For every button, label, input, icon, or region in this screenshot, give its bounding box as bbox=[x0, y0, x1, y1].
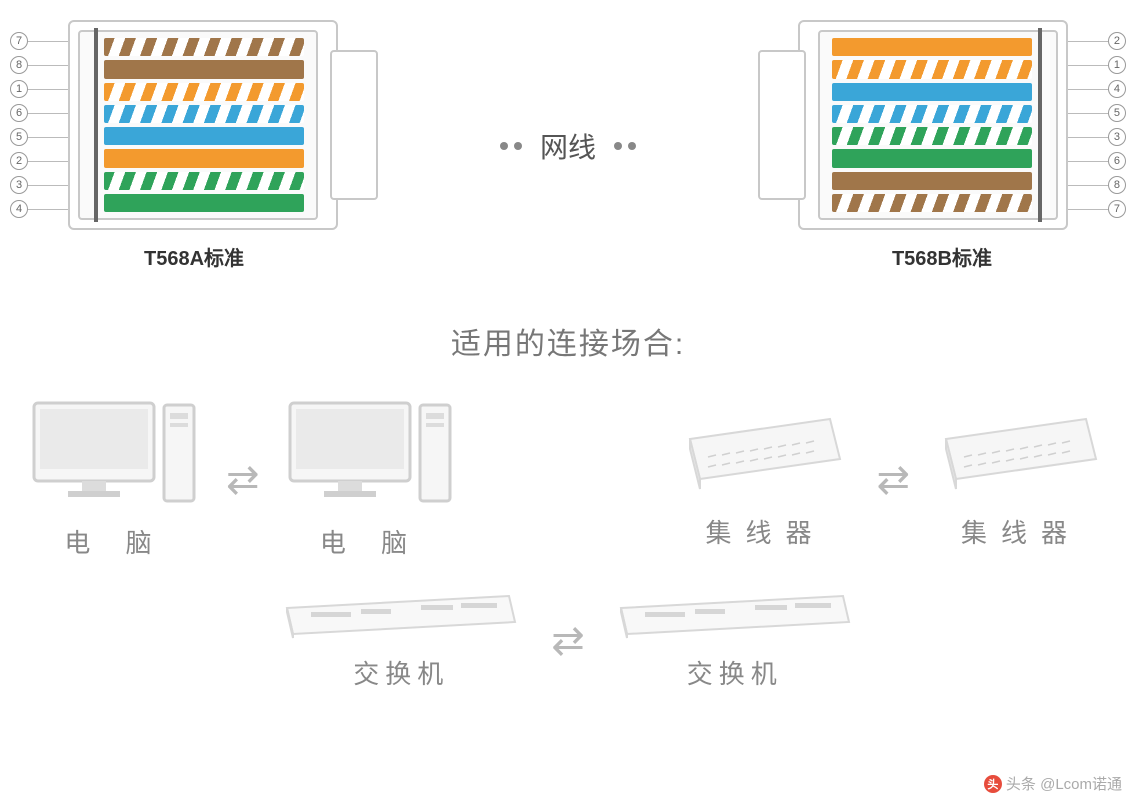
section-title: 适用的连接场合: bbox=[0, 319, 1136, 363]
device-hub: 集线器 bbox=[936, 409, 1106, 550]
wire bbox=[832, 105, 1032, 123]
pin-labels-right: 2 1 4 5 3 6 8 7 bbox=[1108, 32, 1126, 218]
pin-num: 6 bbox=[10, 104, 28, 122]
device-hub: 集线器 bbox=[680, 409, 850, 550]
bidirectional-arrow-icon: ⇄ bbox=[226, 457, 260, 503]
device-label: 电 脑 bbox=[320, 523, 421, 560]
cable-label: 网线 bbox=[540, 126, 596, 166]
pin-num: 3 bbox=[10, 176, 28, 194]
pin-num: 3 bbox=[1108, 128, 1126, 146]
device-pc: 电 脑 bbox=[30, 399, 200, 560]
pin-num: 6 bbox=[1108, 152, 1126, 170]
device-label: 集线器 bbox=[705, 513, 825, 550]
switch-icon bbox=[615, 590, 855, 640]
hub-icon bbox=[680, 409, 850, 499]
connector-left: 7 8 1 6 5 2 3 4 T568A标准 bbox=[10, 20, 378, 271]
scenario-hub-hub: 集线器 ⇄ 集线器 bbox=[680, 399, 1106, 560]
pin-num: 4 bbox=[10, 200, 28, 218]
hub-icon bbox=[936, 409, 1106, 499]
wire bbox=[832, 194, 1032, 212]
wire bbox=[832, 127, 1032, 145]
pin-num: 4 bbox=[1108, 80, 1126, 98]
bidirectional-arrow-icon: ⇄ bbox=[551, 618, 585, 664]
wire bbox=[104, 38, 304, 56]
device-switch: 交换机 bbox=[615, 590, 855, 691]
wire-stack bbox=[832, 38, 1032, 212]
pin-leader-lines bbox=[28, 32, 68, 218]
switch-icon bbox=[281, 590, 521, 640]
connector-label: T568B标准 bbox=[892, 242, 992, 271]
pc-icon bbox=[286, 399, 456, 509]
watermark: 头 头条 @Lcom诺通 bbox=[984, 773, 1122, 794]
cable-center: 网线 bbox=[500, 126, 636, 166]
pin-num: 7 bbox=[10, 32, 28, 50]
pin-num: 1 bbox=[1108, 56, 1126, 74]
wire bbox=[104, 105, 304, 123]
pin-num: 2 bbox=[10, 152, 28, 170]
scenario-row-1: 电 脑 ⇄ 电 脑 bbox=[0, 399, 1136, 560]
device-label: 交换机 bbox=[353, 654, 449, 691]
device-pc: 电 脑 bbox=[286, 399, 456, 560]
rj45-connector bbox=[68, 20, 378, 230]
wire bbox=[104, 149, 304, 167]
watermark-text: 头条 @Lcom诺通 bbox=[1006, 773, 1122, 794]
wire bbox=[104, 60, 304, 78]
pin-num: 5 bbox=[1108, 104, 1126, 122]
wire bbox=[832, 60, 1032, 78]
device-label: 交换机 bbox=[687, 654, 783, 691]
watermark-icon: 头 bbox=[984, 775, 1002, 793]
scenario-pc-pc: 电 脑 ⇄ 电 脑 bbox=[30, 399, 456, 560]
wire bbox=[832, 172, 1032, 190]
pin-num: 1 bbox=[10, 80, 28, 98]
wire bbox=[104, 127, 304, 145]
pin-num: 8 bbox=[1108, 176, 1126, 194]
wire bbox=[104, 172, 304, 190]
pin-num: 2 bbox=[1108, 32, 1126, 50]
device-switch: 交换机 bbox=[281, 590, 521, 691]
bidirectional-arrow-icon: ⇄ bbox=[876, 457, 910, 503]
wire bbox=[104, 83, 304, 101]
wire bbox=[104, 194, 304, 212]
connector-diagram-row: 7 8 1 6 5 2 3 4 T568A标准 bbox=[0, 0, 1136, 271]
pin-num: 8 bbox=[10, 56, 28, 74]
pin-num: 5 bbox=[10, 128, 28, 146]
wire bbox=[832, 149, 1032, 167]
pin-leader-lines bbox=[1068, 32, 1108, 218]
device-label: 集线器 bbox=[961, 513, 1081, 550]
scenario-row-2: 交换机 ⇄ 交换机 bbox=[0, 590, 1136, 691]
pin-num: 7 bbox=[1108, 200, 1126, 218]
connector-right: 2 1 4 5 3 6 8 7 T568B标准 bbox=[758, 20, 1126, 271]
connector-label: T568A标准 bbox=[144, 242, 244, 271]
wire bbox=[832, 38, 1032, 56]
pin-labels-left: 7 8 1 6 5 2 3 4 bbox=[10, 32, 28, 218]
wire-stack bbox=[104, 38, 304, 212]
wire bbox=[832, 83, 1032, 101]
pc-icon bbox=[30, 399, 200, 509]
rj45-connector bbox=[758, 20, 1068, 230]
device-label: 电 脑 bbox=[64, 523, 165, 560]
